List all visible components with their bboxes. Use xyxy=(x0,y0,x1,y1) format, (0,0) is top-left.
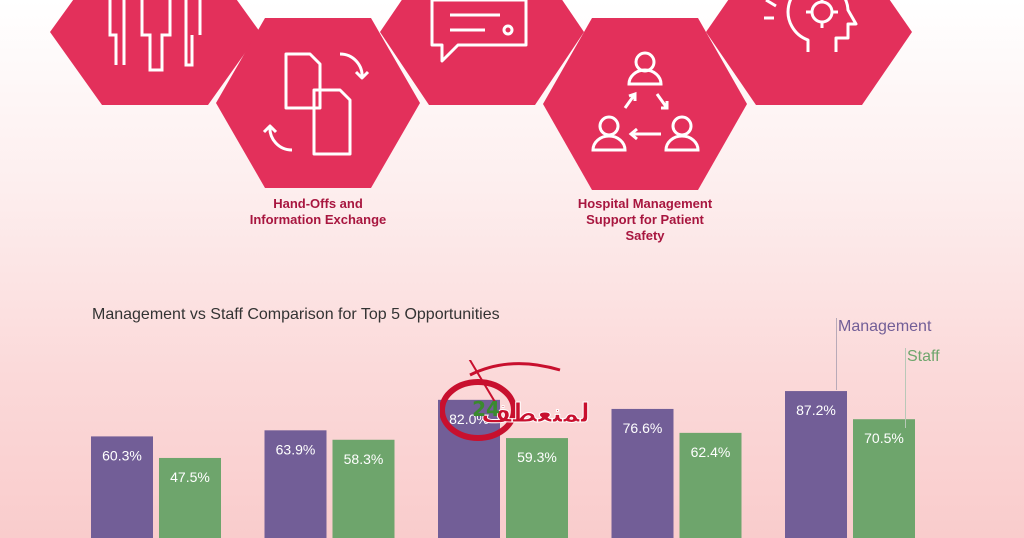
handoffs-label: Hand-Offs and Information Exchange xyxy=(249,196,387,227)
legend-line-staff xyxy=(905,348,906,428)
communication-hexagon xyxy=(380,0,584,105)
people-cycle-icon xyxy=(591,51,700,152)
staff-value-label-4: 62.4% xyxy=(691,444,731,460)
legend-staff: Staff xyxy=(907,348,940,365)
staff-bar-2 xyxy=(332,439,395,538)
handoffs-hexagon xyxy=(216,18,420,188)
management-value-label-4: 76.6% xyxy=(623,420,663,436)
hospital-management-hexagon xyxy=(543,18,747,190)
staff-bar-4 xyxy=(679,432,742,538)
mind-hexagon xyxy=(706,0,912,105)
staff-bar-5 xyxy=(853,419,915,538)
svg-text:24: 24 xyxy=(472,397,500,421)
legend-line-management xyxy=(836,318,837,390)
staff-value-label-3: 59.3% xyxy=(517,449,557,465)
management-bar-5 xyxy=(785,391,847,538)
head-gear-icon xyxy=(764,0,858,52)
svg-text:المنعطف: المنعطف xyxy=(481,399,590,429)
staff-value-label-1: 47.5% xyxy=(170,469,210,485)
management-value-label-5: 87.2% xyxy=(796,402,836,418)
management-bar-1 xyxy=(91,436,153,538)
chat-bubble-icon xyxy=(430,0,528,63)
management-value-label-1: 60.3% xyxy=(102,447,142,463)
staff-bar-3 xyxy=(506,438,568,538)
document-exchange-icon xyxy=(262,52,370,156)
staff-value-label-5: 70.5% xyxy=(864,430,904,446)
management-value-label-3: 82.0% xyxy=(449,411,489,427)
team-hexagon xyxy=(50,0,260,105)
management-bar-4 xyxy=(611,408,674,538)
management-bar-2 xyxy=(264,430,327,538)
chart-title: Management vs Staff Comparison for Top 5… xyxy=(92,306,500,323)
watermark-logo: المنعطف 24 xyxy=(440,360,590,441)
hospital-management-label: Hospital Management Support for Patient … xyxy=(577,196,713,243)
legend-management: Management xyxy=(838,318,932,335)
staff-value-label-2: 58.3% xyxy=(344,451,384,467)
people-group-icon xyxy=(108,0,202,72)
management-value-label-2: 63.9% xyxy=(276,441,316,457)
staff-bar-1 xyxy=(159,457,221,538)
